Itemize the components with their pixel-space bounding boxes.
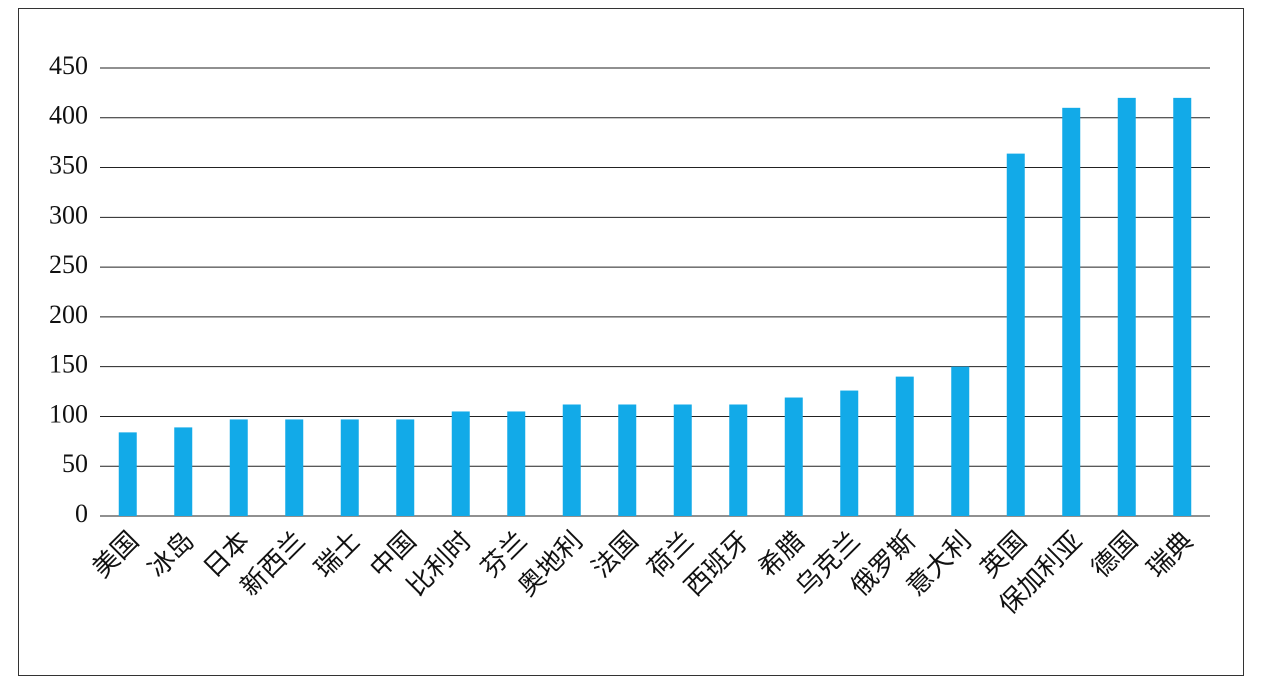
- x-tick-label: 比利时: [402, 526, 478, 602]
- x-tick-label: 瑞士: [309, 526, 366, 583]
- y-tick-label: 350: [49, 151, 88, 180]
- bar: [895, 376, 914, 516]
- x-tick-label: 奥地利: [513, 526, 589, 602]
- x-tick-label: 美国: [87, 526, 144, 583]
- chart-frame: [18, 8, 1244, 676]
- bar: [618, 404, 637, 516]
- y-tick-label: 300: [49, 200, 88, 229]
- bar: [396, 419, 415, 516]
- bar: [1117, 97, 1136, 516]
- x-tick-label: 冰岛: [142, 526, 199, 583]
- bar: [729, 404, 748, 516]
- bar: [673, 404, 692, 516]
- y-tick-label: 0: [75, 499, 88, 528]
- bar: [784, 397, 803, 516]
- bar: [1006, 153, 1025, 516]
- y-tick-label: 50: [62, 449, 88, 478]
- x-tick-label: 瑞典: [1141, 526, 1198, 583]
- y-tick-label: 450: [49, 51, 88, 80]
- y-tick-label: 250: [49, 250, 88, 279]
- x-tick-label: 法国: [586, 526, 643, 583]
- y-tick-label: 150: [49, 350, 88, 379]
- bar: [451, 411, 470, 516]
- bar: [174, 427, 193, 516]
- bar: [951, 366, 970, 516]
- bar: [562, 404, 581, 516]
- bar: [285, 419, 304, 516]
- bar: [118, 432, 137, 516]
- bar: [507, 411, 526, 516]
- bar: [340, 419, 359, 516]
- x-tick-label: 德国: [1086, 526, 1143, 583]
- x-tick-label: 意大利: [901, 526, 977, 602]
- bar: [1173, 97, 1192, 516]
- bar: [840, 390, 859, 516]
- y-tick-label: 200: [49, 300, 88, 329]
- x-tick-label: 新西兰: [235, 526, 311, 602]
- bar: [229, 419, 248, 516]
- y-tick-label: 100: [49, 399, 88, 428]
- y-tick-label: 400: [49, 101, 88, 130]
- x-tick-label: 西班牙: [679, 526, 755, 602]
- bar: [1062, 107, 1081, 517]
